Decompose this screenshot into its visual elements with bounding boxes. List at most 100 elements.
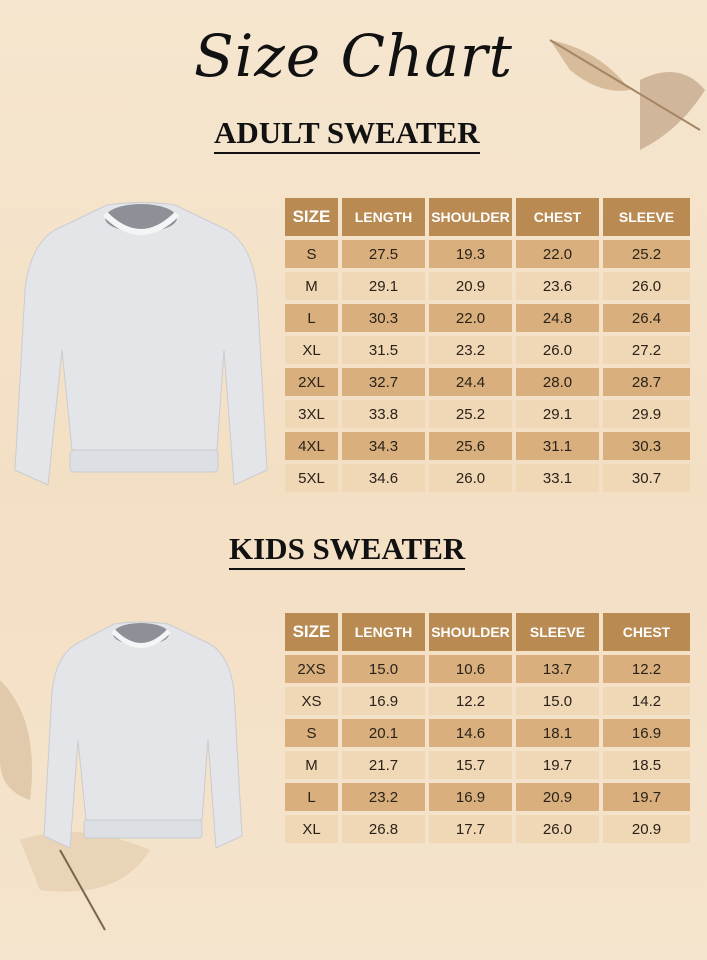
measurement-cell: 26.0 xyxy=(516,336,599,364)
column-header: CHEST xyxy=(603,613,690,651)
size-cell: 3XL xyxy=(285,400,338,428)
measurement-cell: 20.9 xyxy=(603,815,690,843)
table-row: XL 31.5 23.2 26.0 27.2 xyxy=(285,336,690,364)
size-cell: XL xyxy=(285,815,338,843)
measurement-cell: 23.2 xyxy=(342,783,425,811)
size-cell: S xyxy=(285,240,338,268)
measurement-cell: 26.0 xyxy=(516,815,599,843)
measurement-cell: 30.7 xyxy=(603,464,690,492)
size-cell: 5XL xyxy=(285,464,338,492)
column-header: SIZE xyxy=(285,613,338,651)
measurement-cell: 23.2 xyxy=(429,336,512,364)
measurement-cell: 21.7 xyxy=(342,751,425,779)
measurement-cell: 29.1 xyxy=(342,272,425,300)
decorative-leaf-icon xyxy=(0,680,150,931)
table-row: L 23.2 16.9 20.9 19.7 xyxy=(285,783,690,811)
measurement-cell: 10.6 xyxy=(429,655,512,683)
measurement-cell: 16.9 xyxy=(342,687,425,715)
measurement-cell: 15.0 xyxy=(516,687,599,715)
measurement-cell: 22.0 xyxy=(516,240,599,268)
measurement-cell: 30.3 xyxy=(342,304,425,332)
size-cell: XS xyxy=(285,687,338,715)
measurement-cell: 14.6 xyxy=(429,719,512,747)
measurement-cell: 34.3 xyxy=(342,432,425,460)
measurement-cell: 19.3 xyxy=(429,240,512,268)
size-cell: 2XL xyxy=(285,368,338,396)
measurement-cell: 24.8 xyxy=(516,304,599,332)
size-cell: S xyxy=(285,719,338,747)
page-title: Size Chart xyxy=(194,22,513,90)
table-row: 2XL 32.7 24.4 28.0 28.7 xyxy=(285,368,690,396)
measurement-cell: 15.7 xyxy=(429,751,512,779)
measurement-cell: 26.0 xyxy=(603,272,690,300)
measurement-cell: 14.2 xyxy=(603,687,690,715)
measurement-cell: 29.1 xyxy=(516,400,599,428)
column-header: SHOULDER xyxy=(429,613,512,651)
table-row: M 29.1 20.9 23.6 26.0 xyxy=(285,272,690,300)
table-row: XS 16.9 12.2 15.0 14.2 xyxy=(285,687,690,715)
table-row: 4XL 34.3 25.6 31.1 30.3 xyxy=(285,432,690,460)
measurement-cell: 16.9 xyxy=(429,783,512,811)
size-cell: XL xyxy=(285,336,338,364)
decorative-leaf-icon xyxy=(549,39,705,150)
table-row: 5XL 34.6 26.0 33.1 30.7 xyxy=(285,464,690,492)
measurement-cell: 27.5 xyxy=(342,240,425,268)
size-cell: M xyxy=(285,272,338,300)
column-header: SLEEVE xyxy=(516,613,599,651)
measurement-cell: 22.0 xyxy=(429,304,512,332)
adult-section-heading: ADULT SWEATER xyxy=(214,116,480,154)
measurement-cell: 15.0 xyxy=(342,655,425,683)
measurement-cell: 33.8 xyxy=(342,400,425,428)
measurement-cell: 12.2 xyxy=(429,687,512,715)
measurement-cell: 26.8 xyxy=(342,815,425,843)
measurement-cell: 28.0 xyxy=(516,368,599,396)
measurement-cell: 20.9 xyxy=(429,272,512,300)
measurement-cell: 27.2 xyxy=(603,336,690,364)
adult-size-table: SIZE LENGTH SHOULDER CHEST SLEEVE S 27.5 1… xyxy=(285,198,690,496)
measurement-cell: 20.1 xyxy=(342,719,425,747)
measurement-cell: 33.1 xyxy=(516,464,599,492)
table-row: M 21.7 15.7 19.7 18.5 xyxy=(285,751,690,779)
table-row: S 27.5 19.3 22.0 25.2 xyxy=(285,240,690,268)
measurement-cell: 16.9 xyxy=(603,719,690,747)
measurement-cell: 19.7 xyxy=(516,751,599,779)
column-header: SIZE xyxy=(285,198,338,236)
measurement-cell: 29.9 xyxy=(603,400,690,428)
measurement-cell: 25.2 xyxy=(429,400,512,428)
measurement-cell: 26.4 xyxy=(603,304,690,332)
table-row: 3XL 33.8 25.2 29.1 29.9 xyxy=(285,400,690,428)
table-header-row: SIZE LENGTH SHOULDER SLEEVE CHEST xyxy=(285,613,690,651)
measurement-cell: 17.7 xyxy=(429,815,512,843)
measurement-cell: 25.2 xyxy=(603,240,690,268)
table-header-row: SIZE LENGTH SHOULDER CHEST SLEEVE xyxy=(285,198,690,236)
kids-section-heading: KIDS SWEATER xyxy=(229,532,466,570)
column-header: SLEEVE xyxy=(603,198,690,236)
measurement-cell: 23.6 xyxy=(516,272,599,300)
column-header: LENGTH xyxy=(342,613,425,651)
size-cell: L xyxy=(285,783,338,811)
column-header: CHEST xyxy=(516,198,599,236)
kids-sweater-image xyxy=(43,621,243,849)
column-header: LENGTH xyxy=(342,198,425,236)
measurement-cell: 18.5 xyxy=(603,751,690,779)
size-cell: 2XS xyxy=(285,655,338,683)
measurement-cell: 20.9 xyxy=(516,783,599,811)
measurement-cell: 34.6 xyxy=(342,464,425,492)
table-row: XL 26.8 17.7 26.0 20.9 xyxy=(285,815,690,843)
table-row: 2XS 15.0 10.6 13.7 12.2 xyxy=(285,655,690,683)
measurement-cell: 19.7 xyxy=(603,783,690,811)
measurement-cell: 13.7 xyxy=(516,655,599,683)
size-cell: M xyxy=(285,751,338,779)
measurement-cell: 32.7 xyxy=(342,368,425,396)
measurement-cell: 31.1 xyxy=(516,432,599,460)
table-row: S 20.1 14.6 18.1 16.9 xyxy=(285,719,690,747)
table-row: L 30.3 22.0 24.8 26.4 xyxy=(285,304,690,332)
measurement-cell: 26.0 xyxy=(429,464,512,492)
measurement-cell: 30.3 xyxy=(603,432,690,460)
measurement-cell: 18.1 xyxy=(516,719,599,747)
kids-size-table: SIZE LENGTH SHOULDER SLEEVE CHEST 2XS 15.… xyxy=(285,613,690,847)
measurement-cell: 12.2 xyxy=(603,655,690,683)
measurement-cell: 24.4 xyxy=(429,368,512,396)
column-header: SHOULDER xyxy=(429,198,512,236)
adult-sweater-image xyxy=(14,202,268,486)
